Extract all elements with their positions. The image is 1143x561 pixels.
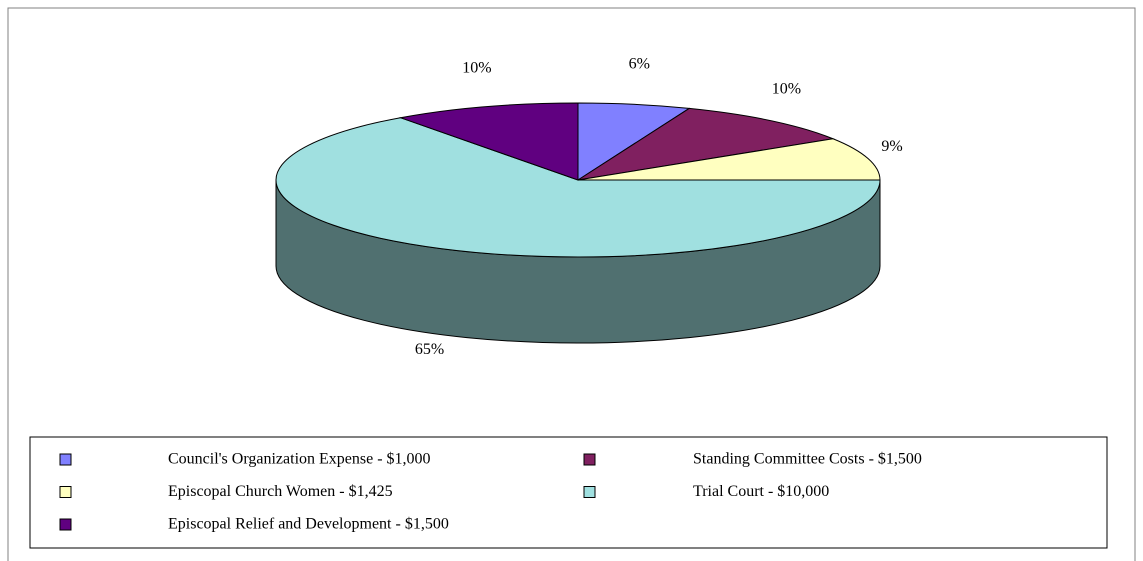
legend-label: Council's Organization Expense - $1,000 (168, 451, 431, 468)
legend-swatch (583, 486, 596, 498)
legend-label: Standing Committee Costs - $1,500 (693, 451, 922, 468)
legend-swatch (59, 486, 72, 498)
pie-slice (577, 138, 881, 181)
legend-label: Episcopal Church Women - $1,425 (168, 483, 393, 500)
pie-slice (275, 117, 881, 258)
data-label: 6% (629, 56, 650, 73)
legend-swatch (583, 453, 596, 466)
data-label: 10% (462, 59, 491, 76)
data-label: 65% (415, 341, 444, 358)
legend-label: Trial Court - $10,000 (693, 483, 829, 500)
legend-swatch (59, 518, 72, 531)
pie-slice (577, 107, 835, 181)
legend-swatch (59, 453, 72, 466)
legend-box (29, 436, 1108, 549)
legend-label: Episcopal Relief and Development - $1,50… (168, 516, 449, 533)
data-label: 9% (881, 138, 902, 155)
data-label: 10% (772, 81, 801, 98)
pie-slice (398, 102, 579, 181)
